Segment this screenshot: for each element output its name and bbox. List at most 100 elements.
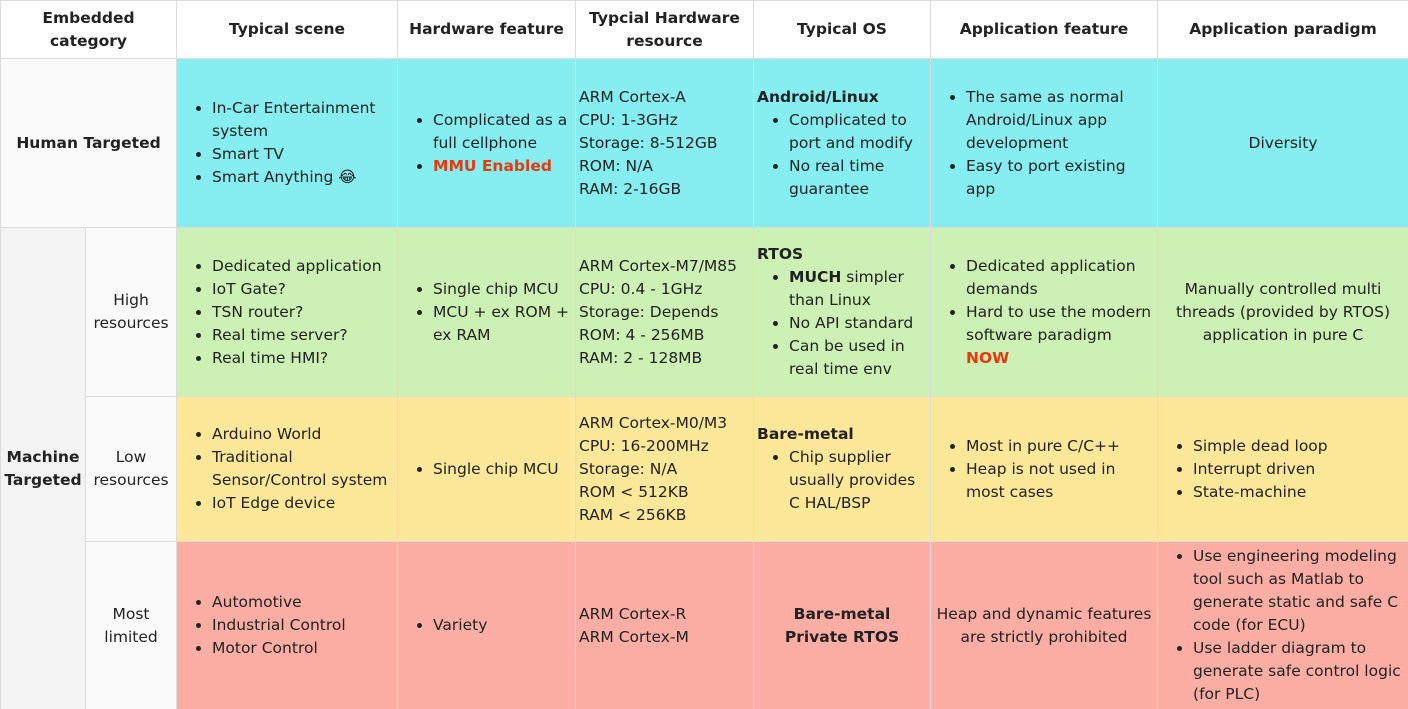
text-segment: Hard to use the modern software paradigm [966,302,1152,344]
header-row: Embedded category Typical scene Hardware f… [0,0,1408,59]
bullet-item: Most in pure C/C++ [966,435,1154,458]
cell-heading: RTOS [757,245,804,263]
bullet-item: Dedicated application demands [966,255,1154,301]
centered-line: Heap and dynamic features are strictly p… [936,604,1152,646]
table-cell: Use engineering modeling tool such as Ma… [1157,541,1408,709]
bullet-item: Chip supplier usually provides C HAL/BSP [789,446,927,515]
centered-line: Bare-metal [793,604,891,623]
cell-content: Bare-metal Chip supplier usually provides… [757,423,927,515]
bullet-item: Industrial Control [212,614,394,637]
bullet-item: Real time server? [212,324,394,347]
table-cell: The same as normal Android/Linux app dev… [930,58,1159,228]
text-segment: MMU Enabled [433,156,552,175]
cell-heading: Bare-metal [757,425,854,443]
text-line: ROM < 512KB [579,482,689,501]
table-cell: Simple dead loopInterrupt drivenState-ma… [1157,396,1408,542]
cell-content: Use engineering modeling tool such as Ma… [1161,545,1405,706]
table-cell: Dedicated applicationIoT Gate?TSN router… [176,227,399,397]
subcategory-cell: Most limited [84,541,178,709]
table-row: Low resourcesArduino WorldTraditional Se… [1,396,1408,542]
bullet-item: No API standard [789,312,927,335]
category-cell: Human Targeted [0,58,178,228]
table-cell: Bare-metal Private RTOS [753,541,932,709]
centered-line: Private RTOS [784,627,900,646]
text-line: RAM: 2-16GB [579,179,682,198]
bullet-item: State-machine [1193,481,1405,504]
text-line: Storage: 8-512GB [579,133,718,152]
centered-line: Diversity [1248,133,1318,152]
cell-content: Dedicated application demandsHard to use… [934,255,1154,370]
bullet-item: Use engineering modeling tool such as Ma… [1193,545,1405,637]
table-cell: Single chip MCU [397,396,577,542]
cell-content: Variety [401,614,572,637]
category-cell: Machine Targeted [0,227,86,709]
text-line: RAM < 256KB [579,505,687,524]
table-cell: Variety [397,541,577,709]
cell-content: ARM Cortex-R ARM Cortex-M [579,603,750,649]
cell-content: The same as normal Android/Linux app dev… [934,86,1154,201]
table-cell: Single chip MCUMCU + ex ROM + ex RAM [397,227,577,397]
header-cell: Hardware feature [397,0,577,59]
cell-content: RTOS MUCH simpler than LinuxNo API standa… [757,243,927,381]
header-cell: Typical scene [176,0,399,59]
text-line: CPU: 1-3GHz [579,110,678,129]
bullet-item: Real time HMI? [212,347,394,370]
bullet-item: Complicated to port and modify [789,109,927,155]
text-line: ARM Cortex-M0/M3 [579,413,728,432]
text-line: ARM Cortex-M [579,627,689,646]
header-cell: Application feature [930,0,1159,59]
cell-content: Dedicated applicationIoT Gate?TSN router… [180,255,394,370]
centered-line: Manually controlled multi threads (provi… [1176,279,1390,344]
table-cell: ARM Cortex-R ARM Cortex-M [575,541,755,709]
bullet-item: Smart Anything 😂 [212,166,394,189]
cell-content: ARM Cortex-M7/M85 CPU: 0.4 - 1GHz Storage:… [579,255,750,370]
table-cell: AutomotiveIndustrial ControlMotor Contro… [176,541,399,709]
cell-content: In-Car Entertainment systemSmart TVSmart… [180,97,394,189]
bullet-item: Can be used in real time env [789,335,927,381]
bullet-list: MUCH simpler than LinuxNo API standardCa… [757,266,927,381]
table-row: Most limitedAutomotiveIndustrial Control… [1,541,1408,709]
table-row: Human TargetedIn-Car Entertainment syste… [0,58,1408,228]
bullet-list: The same as normal Android/Linux app dev… [934,86,1154,201]
table-cell: Most in pure C/C++Heap is not used in mo… [930,396,1159,542]
table-cell: Complicated as a full cellphoneMMU Enabl… [397,58,577,228]
bullet-list: Dedicated application demandsHard to use… [934,255,1154,370]
bullet-item: In-Car Entertainment system [212,97,394,143]
cell-heading: Android/Linux [757,87,879,106]
table-cell: Manually controlled multi threads (provi… [1157,227,1408,397]
header-cell: Typcial Hardware resource [575,0,755,59]
text-line: Storage: Depends [579,302,719,321]
cell-content: Single chip MCUMCU + ex ROM + ex RAM [401,278,572,347]
text-line: ROM: N/A [579,156,653,175]
bullet-item: Variety [433,614,572,637]
text-segment: NOW [966,348,1010,367]
bullet-item: Arduino World [212,423,394,446]
bullet-list: Arduino WorldTraditional Sensor/Control … [180,423,394,515]
bullet-item: Hard to use the modern software paradigm… [966,301,1154,370]
table-cell: Bare-metal Chip supplier usually provides… [753,396,932,542]
text-line: ROM: 4 - 256MB [579,325,705,344]
header-cell: Typical OS [753,0,932,59]
bullet-list: Single chip MCU [401,458,572,481]
table-cell: Dedicated application demandsHard to use… [930,227,1159,397]
bullet-item: Single chip MCU [433,458,572,481]
text-line: ARM Cortex-M7/M85 [579,256,738,275]
bullet-item: MUCH simpler than Linux [789,266,927,312]
cell-content: Manually controlled multi threads (provi… [1161,278,1405,347]
bullet-item: Single chip MCU [433,278,572,301]
text-segment: simpler than Linux [789,268,904,309]
bullet-item: Heap is not used in most cases [966,458,1154,504]
bullet-list: Most in pure C/C++Heap is not used in mo… [934,435,1154,504]
cell-content: ARM Cortex-M0/M3 CPU: 16-200MHz Storage: N… [579,412,750,527]
table-cell: ARM Cortex-M7/M85 CPU: 0.4 - 1GHz Storage:… [575,227,755,397]
bullet-list: Complicated to port and modifyNo real ti… [757,109,927,201]
bullet-item: IoT Edge device [212,492,394,515]
table-cell: Heap and dynamic features are strictly p… [930,541,1159,709]
table-cell: RTOS MUCH simpler than LinuxNo API standa… [753,227,932,397]
cell-content: ARM Cortex-A CPU: 1-3GHz Storage: 8-512GB R… [579,86,750,201]
bullet-list: Chip supplier usually provides C HAL/BSP [757,446,927,515]
cell-content: Complicated as a full cellphoneMMU Enabl… [401,109,572,178]
bullet-list: Simple dead loopInterrupt drivenState-ma… [1161,435,1405,504]
